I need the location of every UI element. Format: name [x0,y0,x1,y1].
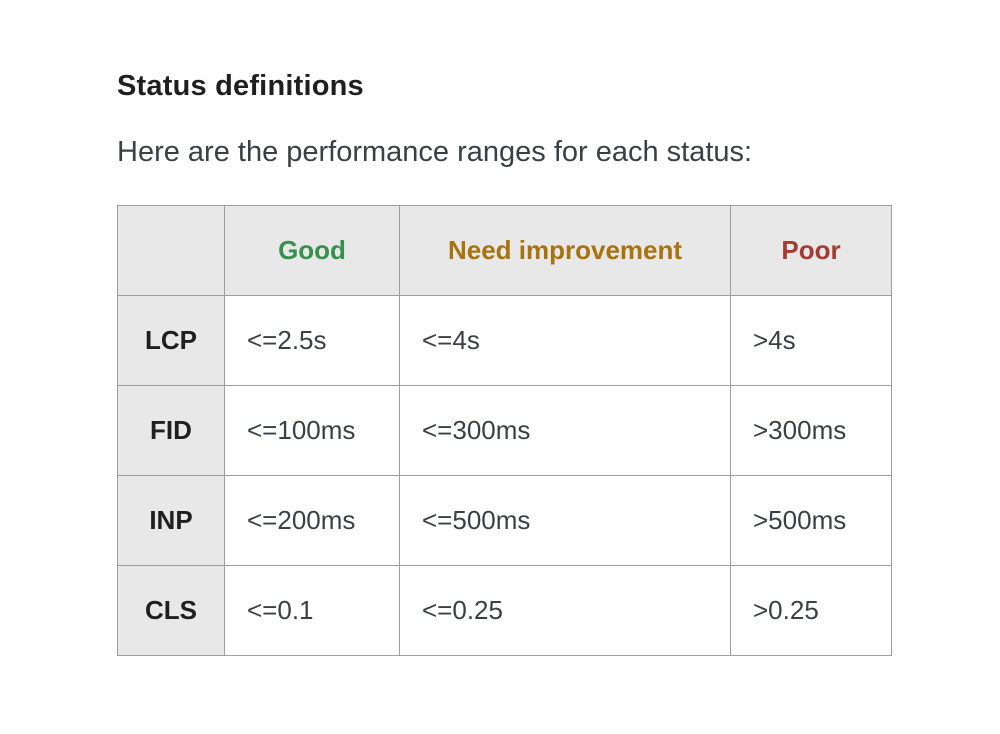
metric-label-lcp: LCP [117,295,225,386]
page-title: Status definitions [117,70,364,102]
column-header-need-improvement: Need improvement [399,205,731,296]
column-header-good: Good [224,205,400,296]
fid-need-improvement-value: <=300ms [399,385,731,476]
cls-good-value: <=0.1 [224,565,400,656]
inp-good-value: <=200ms [224,475,400,566]
inp-need-improvement-value: <=500ms [399,475,731,566]
column-header-poor: Poor [730,205,892,296]
corner-cell [117,205,225,296]
table-row-lcp: LCP <=2.5s <=4s >4s [117,295,892,386]
table-header-row: Good Need improvement Poor [117,205,892,296]
inp-poor-value: >500ms [730,475,892,566]
metric-label-fid: FID [117,385,225,476]
table-row-inp: INP <=200ms <=500ms >500ms [117,475,892,566]
cls-poor-value: >0.25 [730,565,892,656]
lcp-need-improvement-value: <=4s [399,295,731,386]
status-definitions-table: Good Need improvement Poor LCP <=2.5s <=… [117,205,892,656]
cls-need-improvement-value: <=0.25 [399,565,731,656]
lcp-poor-value: >4s [730,295,892,386]
intro-text: Here are the performance ranges for each… [117,136,753,168]
table-row-cls: CLS <=0.1 <=0.25 >0.25 [117,565,892,656]
fid-poor-value: >300ms [730,385,892,476]
metric-label-cls: CLS [117,565,225,656]
table-row-fid: FID <=100ms <=300ms >300ms [117,385,892,476]
metric-label-inp: INP [117,475,225,566]
fid-good-value: <=100ms [224,385,400,476]
lcp-good-value: <=2.5s [224,295,400,386]
